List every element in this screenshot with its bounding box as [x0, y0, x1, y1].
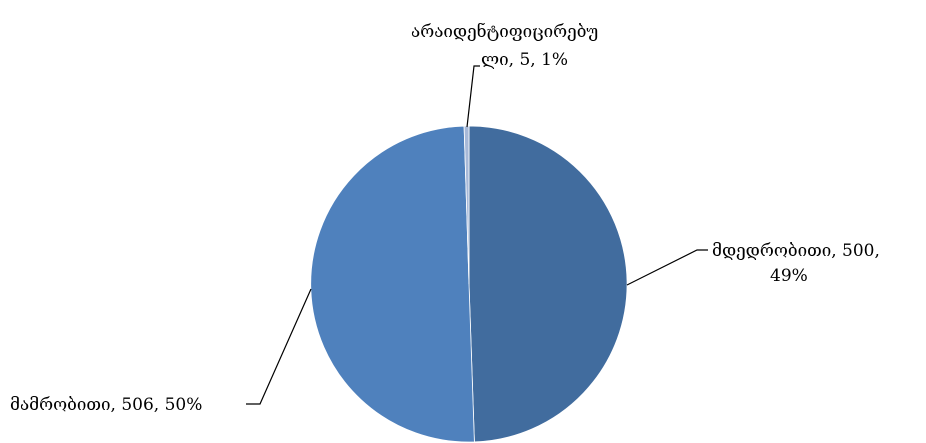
leader-line-unidentified — [466, 65, 480, 128]
data-label-female-line1: მდედრობითი, 500, — [712, 241, 880, 261]
pie-slice-male — [310, 125, 475, 443]
pie-slices — [310, 125, 628, 443]
leader-line-female — [626, 249, 708, 286]
pie-slice-female — [468, 125, 628, 443]
data-label-female-line2: 49% — [770, 266, 808, 286]
leader-line-male — [246, 288, 312, 405]
data-label-unidentified-line2: ლი, 5, 1% — [481, 50, 568, 70]
data-labels: მდედრობითი, 500, 49% მამრობითი, 506, 50%… — [10, 22, 880, 415]
data-label-unidentified-line1: არაიდენტიფიცირებუ — [411, 22, 598, 42]
data-label-male-line1: მამრობითი, 506, 50% — [10, 395, 202, 415]
leader-lines — [246, 65, 708, 405]
